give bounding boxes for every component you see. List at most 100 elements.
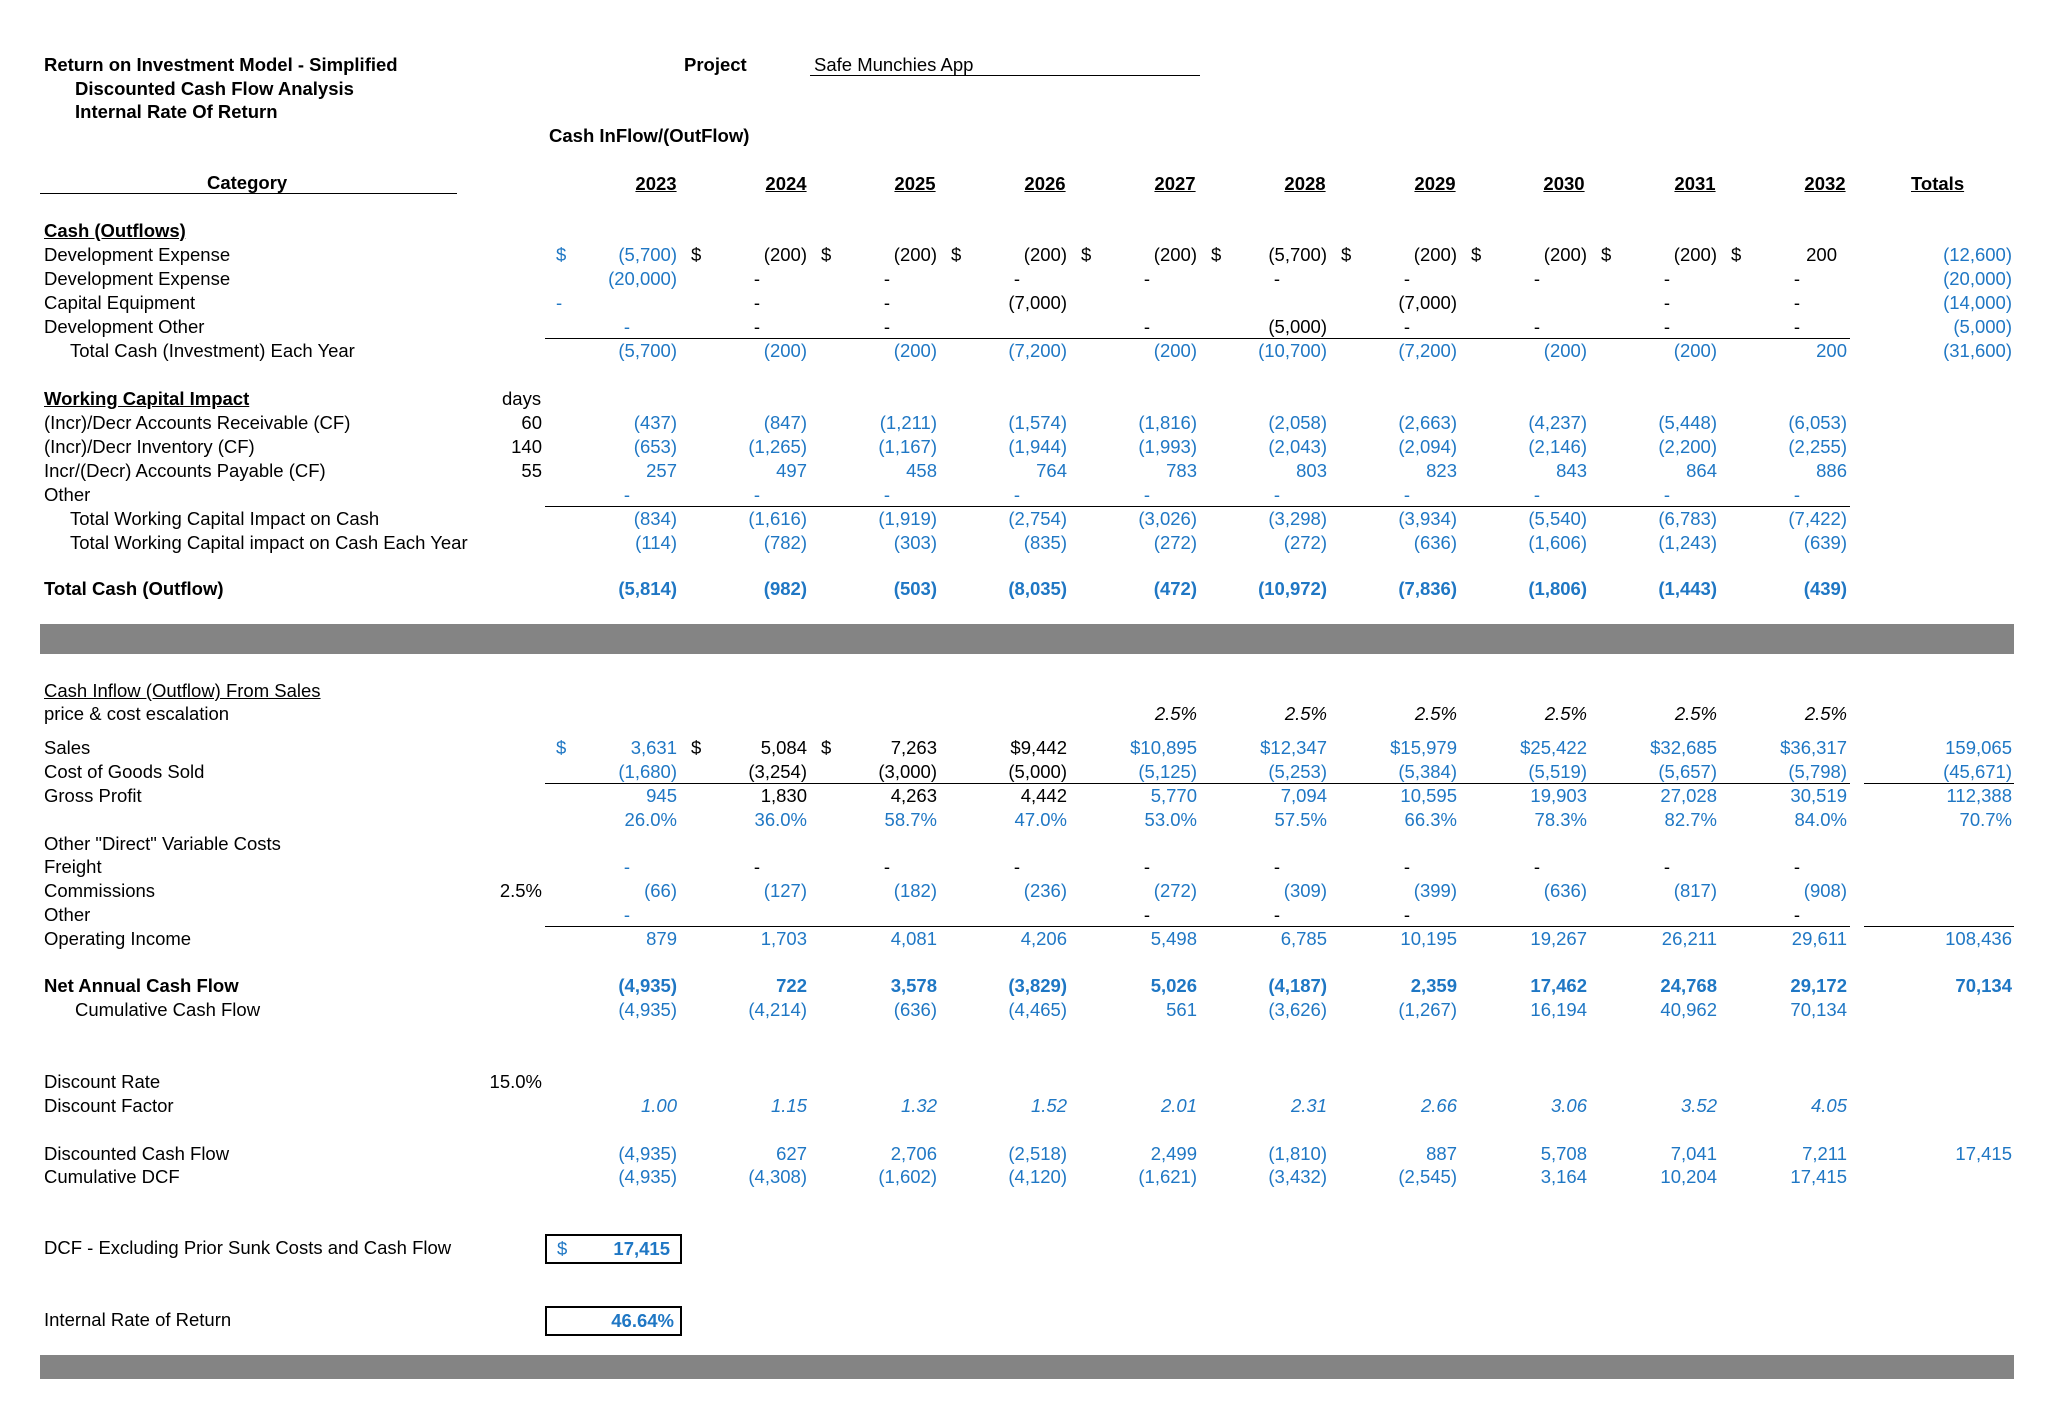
cell-gross-margin-2023[interactable]: 26.0% <box>624 809 677 830</box>
cell-cogs-2031[interactable]: (5,657) <box>1658 761 1717 782</box>
cell-gross-profit-2029[interactable]: 10,595 <box>1400 785 1457 806</box>
cell-wc-total-2023[interactable]: (834) <box>633 508 677 529</box>
cell-ar-2032[interactable]: (6,053) <box>1788 412 1847 433</box>
cell-inv-2029[interactable]: (2,094) <box>1398 436 1457 457</box>
cell-dev1-2024[interactable]: (200) <box>763 244 807 265</box>
cell-wc-total-2031[interactable]: (6,783) <box>1658 508 1717 529</box>
cell-operating-income-2032[interactable]: 29,611 <box>1791 928 1847 949</box>
cell-discount-factor-2031[interactable]: 3.52 <box>1680 1095 1717 1116</box>
cell-dev-other-2024[interactable]: - <box>753 316 761 337</box>
cell-net-annual-2027[interactable]: 5,026 <box>1150 975 1197 996</box>
cell-wc-total-year-2023[interactable]: (114) <box>635 532 677 553</box>
cell-total-cash-outflow-2025[interactable]: (503) <box>893 578 937 599</box>
cell-dev2-2029[interactable]: - <box>1403 268 1411 289</box>
cell-gross-profit-2023[interactable]: 945 <box>646 785 677 806</box>
cell-discount-factor-2030[interactable]: 3.06 <box>1550 1095 1587 1116</box>
cell-cum-dcf-2024[interactable]: (4,308) <box>748 1166 807 1187</box>
cell-dcf-2023[interactable]: (4,935) <box>618 1143 677 1164</box>
cell-commissions-2027[interactable]: (272) <box>1153 880 1197 901</box>
cell-sales-2029[interactable]: $15,979 <box>1390 737 1457 758</box>
cell-gross-profit-2027[interactable]: 5,770 <box>1150 785 1197 806</box>
cell-freight-2023[interactable]: - <box>623 856 631 877</box>
cell-dev2-2031[interactable]: - <box>1663 268 1671 289</box>
cell-gross-margin-2024[interactable]: 36.0% <box>754 809 807 830</box>
cell-escalation-2030[interactable]: 2.5% <box>1544 703 1587 724</box>
cell-wc-other-2031[interactable]: - <box>1663 484 1671 505</box>
cell-dev2-2025[interactable]: - <box>883 268 891 289</box>
cell-wc-other-2028[interactable]: - <box>1273 484 1281 505</box>
cell-sales-2023[interactable]: 3,631 <box>630 737 677 758</box>
cell-freight-2029[interactable]: - <box>1403 856 1411 877</box>
cell-net-annual-2026[interactable]: (3,829) <box>1008 975 1067 996</box>
cell-capex-2032[interactable]: - <box>1793 292 1801 313</box>
cell-discount-factor-2023[interactable]: 1.00 <box>640 1095 677 1116</box>
cell-inv-2023[interactable]: (653) <box>633 436 677 457</box>
cell-gross-margin-2031[interactable]: 82.7% <box>1664 809 1717 830</box>
cell-wc-other-2025[interactable]: - <box>883 484 891 505</box>
cell-cogs-2025[interactable]: (3,000) <box>878 761 937 782</box>
cell-wc-other-2029[interactable]: - <box>1403 484 1411 505</box>
cell-wc-total-2027[interactable]: (3,026) <box>1138 508 1197 529</box>
cell-net-annual-2024[interactable]: 722 <box>776 975 807 996</box>
cell-dev-other-total[interactable]: (5,000) <box>1953 316 2012 337</box>
cell-cumulative-2031[interactable]: 40,962 <box>1660 999 1717 1020</box>
cell-cogs-total[interactable]: (45,671) <box>1943 761 2012 782</box>
cell-total-invest-2023[interactable]: (5,700) <box>618 340 677 361</box>
cell-freight-2027[interactable]: - <box>1143 856 1151 877</box>
cell-gross-profit-2024[interactable]: 1,830 <box>760 785 807 806</box>
cell-discount-factor-2024[interactable]: 1.15 <box>770 1095 807 1116</box>
cell-wc-other-2026[interactable]: - <box>1013 484 1021 505</box>
cell-dev1-2027[interactable]: (200) <box>1153 244 1197 265</box>
cell-discount-factor-2032[interactable]: 4.05 <box>1810 1095 1847 1116</box>
cell-operating-income-2029[interactable]: 10,195 <box>1400 928 1457 949</box>
cell-dev1-2026[interactable]: (200) <box>1023 244 1067 265</box>
cell-wc-total-year-2024[interactable]: (782) <box>763 532 807 553</box>
cell-ar-2029[interactable]: (2,663) <box>1398 412 1457 433</box>
cell-freight-2028[interactable]: - <box>1273 856 1281 877</box>
cell-commissions-2030[interactable]: (636) <box>1543 880 1587 901</box>
cell-dcf-2029[interactable]: 887 <box>1426 1143 1457 1164</box>
cell-ar-2023[interactable]: (437) <box>633 412 677 433</box>
cell-wc-other-2032[interactable]: - <box>1793 484 1801 505</box>
cell-operating-income-2025[interactable]: 4,081 <box>890 928 937 949</box>
cell-cum-dcf-2028[interactable]: (3,432) <box>1268 1166 1327 1187</box>
cell-wc-total-year-2032[interactable]: (639) <box>1803 532 1847 553</box>
cell-dev-other-2031[interactable]: - <box>1663 316 1671 337</box>
cell-operating-income-2030[interactable]: 19,267 <box>1530 928 1587 949</box>
cell-commissions-2028[interactable]: (309) <box>1283 880 1327 901</box>
cell-freight-2031[interactable]: - <box>1663 856 1671 877</box>
cell-dev1-2025[interactable]: (200) <box>893 244 937 265</box>
cell-dev1-2030[interactable]: (200) <box>1543 244 1587 265</box>
cell-cogs-2028[interactable]: (5,253) <box>1268 761 1327 782</box>
cell-dev2-2028[interactable]: - <box>1273 268 1281 289</box>
cell-wc-total-year-2028[interactable]: (272) <box>1283 532 1327 553</box>
cell-ar-2028[interactable]: (2,058) <box>1268 412 1327 433</box>
cell-cogs-2030[interactable]: (5,519) <box>1528 761 1587 782</box>
cell-inv-2024[interactable]: (1,265) <box>748 436 807 457</box>
cell-cum-dcf-2029[interactable]: (2,545) <box>1398 1166 1457 1187</box>
cell-cumulative-2024[interactable]: (4,214) <box>748 999 807 1020</box>
cell-other-2028[interactable]: - <box>1273 904 1281 925</box>
cell-dev-other-2025[interactable]: - <box>883 316 891 337</box>
cell-cogs-2029[interactable]: (5,384) <box>1398 761 1457 782</box>
cell-gross-margin-2032[interactable]: 84.0% <box>1794 809 1847 830</box>
cell-net-annual-2031[interactable]: 24,768 <box>1660 975 1717 996</box>
cell-other-2029[interactable]: - <box>1403 904 1411 925</box>
cell-sales-2032[interactable]: $36,317 <box>1780 737 1847 758</box>
discount-rate-value[interactable]: 15.0% <box>489 1071 542 1092</box>
cell-dev1-2023[interactable]: (5,700) <box>618 244 677 265</box>
cell-total-invest-2025[interactable]: (200) <box>893 340 937 361</box>
cell-discount-factor-2027[interactable]: 2.01 <box>1160 1095 1197 1116</box>
cell-dev2-total[interactable]: (20,000) <box>1943 268 2012 289</box>
cell-discount-factor-2026[interactable]: 1.52 <box>1030 1095 1067 1116</box>
ap-days[interactable]: 55 <box>521 460 542 481</box>
cell-total-cash-outflow-2026[interactable]: (8,035) <box>1008 578 1067 599</box>
cell-gross-margin-2029[interactable]: 66.3% <box>1404 809 1457 830</box>
cell-sales-2028[interactable]: $12,347 <box>1260 737 1327 758</box>
cell-cogs-2027[interactable]: (5,125) <box>1138 761 1197 782</box>
cell-dev-other-2023[interactable]: - <box>623 316 631 337</box>
cell-escalation-2029[interactable]: 2.5% <box>1414 703 1457 724</box>
cell-net-annual-2023[interactable]: (4,935) <box>618 975 677 996</box>
cell-dcf-2025[interactable]: 2,706 <box>890 1143 937 1164</box>
cell-discount-factor-2028[interactable]: 2.31 <box>1290 1095 1327 1116</box>
